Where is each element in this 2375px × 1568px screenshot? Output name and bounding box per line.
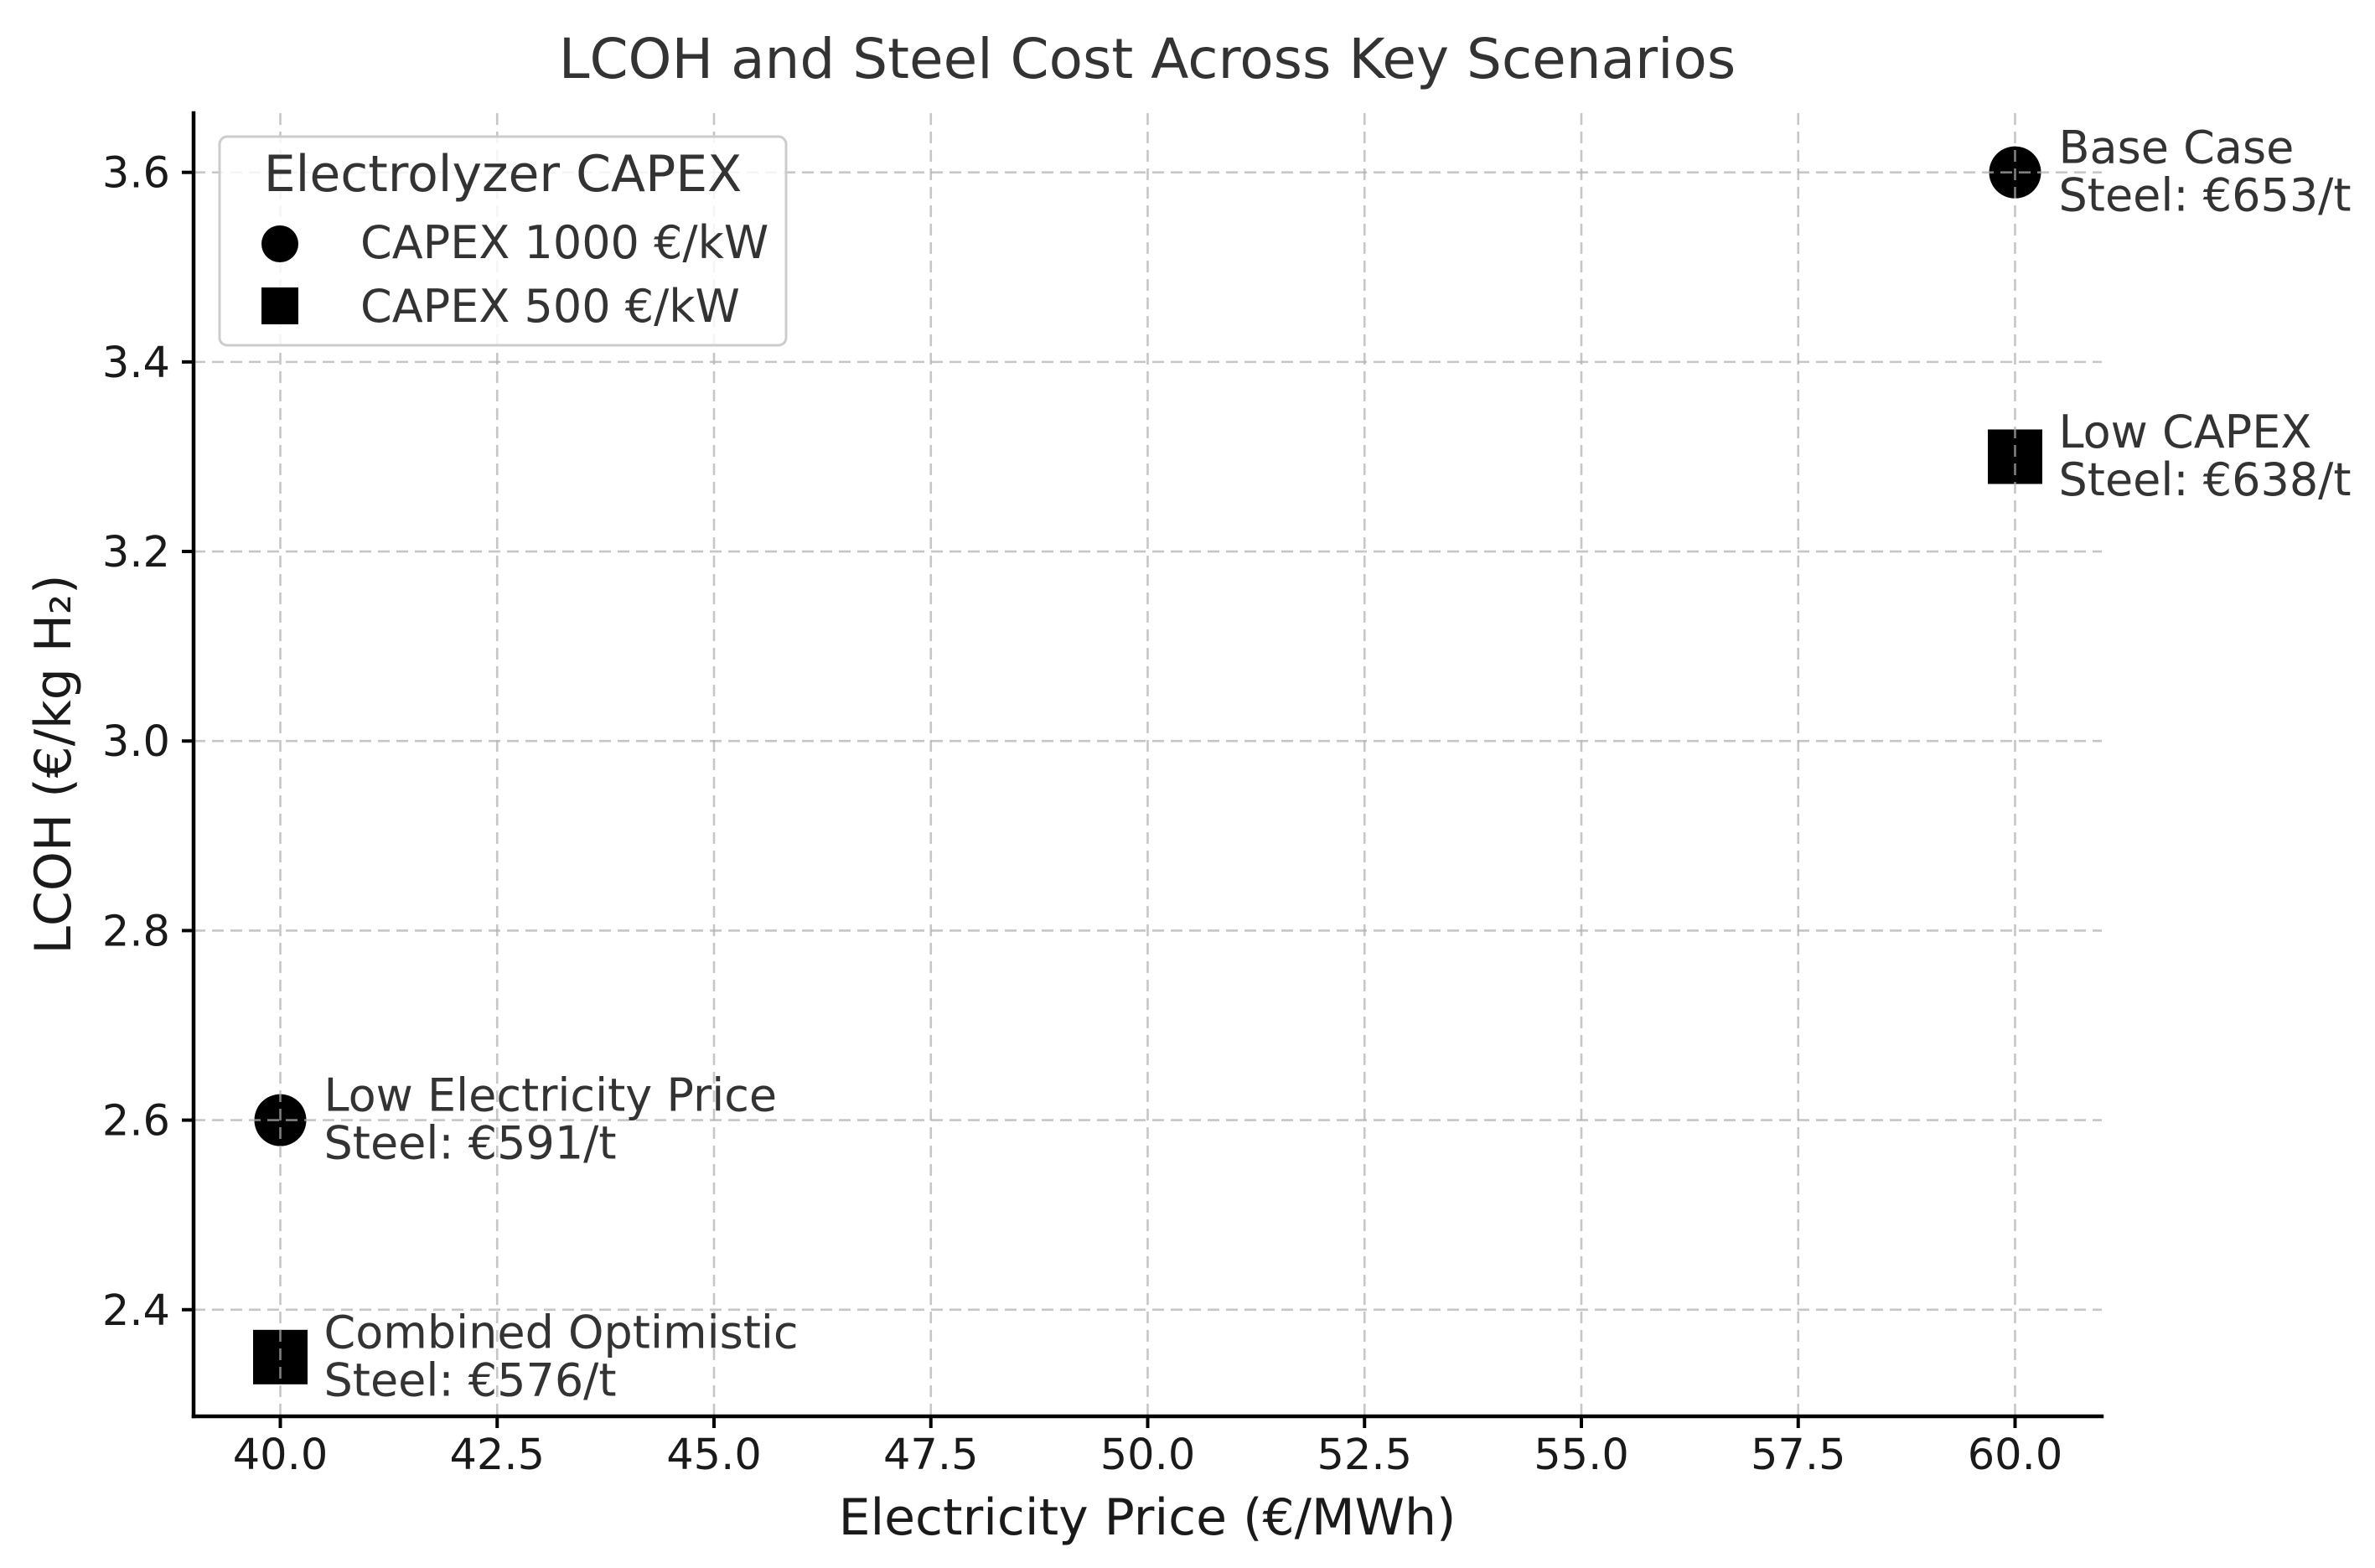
point-label: Base Case <box>2059 122 2295 174</box>
x-tick-label: 42.5 <box>449 1431 545 1480</box>
y-tick-label: 3.4 <box>102 339 170 388</box>
y-tick-label: 3.0 <box>102 717 170 767</box>
legend-frame <box>218 135 788 347</box>
legend-title: Electrolyzer CAPEX <box>264 145 743 204</box>
point-label: Low Electricity Price <box>324 1069 778 1122</box>
point-steel-cost: Steel: €591/t <box>324 1117 617 1170</box>
y-tick-label: 3.6 <box>102 149 170 199</box>
point-label: Low CAPEX <box>2059 406 2312 458</box>
legend-entry-capex-500: CAPEX 500 €/kW <box>360 280 740 333</box>
y-tick-label: 2.6 <box>102 1097 170 1146</box>
chart-title: LCOH and Steel Cost Across Key Scenarios <box>559 27 1736 91</box>
x-tick-label: 52.5 <box>1317 1431 1412 1480</box>
y-tick-label: 2.8 <box>102 907 170 956</box>
point-label: Combined Optimistic <box>324 1306 799 1358</box>
axis-ticks: 40.0 42.5 45.0 47.5 50.0 52.5 55.0 57.5 60.0 2.4 2… <box>102 149 2062 1480</box>
legend-marker-square <box>261 287 298 324</box>
y-tick-label: 2.4 <box>102 1286 170 1336</box>
point-steel-cost: Steel: €653/t <box>2059 169 2352 222</box>
x-tick-label: 57.5 <box>1751 1431 1846 1480</box>
x-tick-label: 40.0 <box>233 1431 329 1480</box>
x-tick-label: 55.0 <box>1534 1431 1629 1480</box>
x-tick-label: 60.0 <box>1968 1431 2063 1480</box>
legend-marker-circle <box>261 225 298 262</box>
legend: Electrolyzer CAPEX CAPEX 1000 €/kW CAPEX… <box>218 135 788 347</box>
point-steel-cost: Steel: €638/t <box>2059 453 2352 506</box>
legend-entry-capex-1000: CAPEX 1000 €/kW <box>360 216 768 269</box>
y-axis-label: LCOH (€/kg H₂) <box>24 574 83 954</box>
x-tick-label: 50.0 <box>1100 1431 1196 1480</box>
x-axis-label: Electricity Price (€/MWh) <box>839 1488 1457 1547</box>
x-tick-label: 47.5 <box>883 1431 979 1480</box>
point-steel-cost: Steel: €576/t <box>324 1353 617 1406</box>
y-tick-label: 3.2 <box>102 528 170 577</box>
grid <box>194 113 2102 1416</box>
x-tick-label: 45.0 <box>666 1431 762 1480</box>
